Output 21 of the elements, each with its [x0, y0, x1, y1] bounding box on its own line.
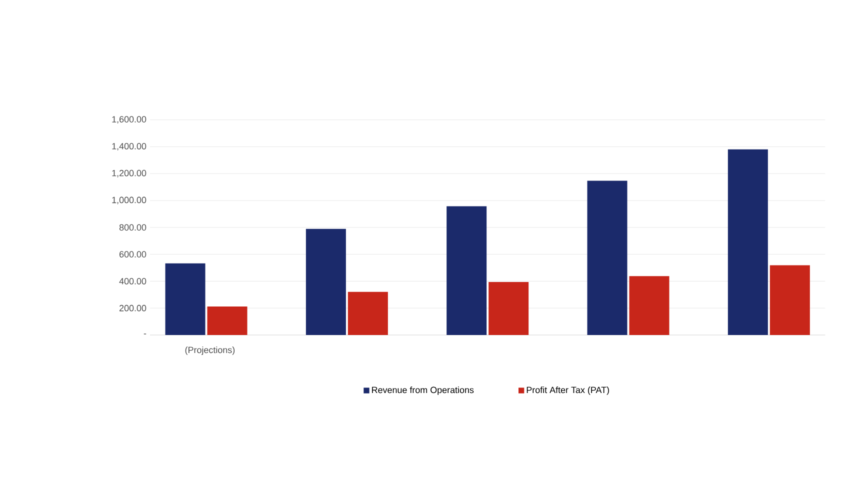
bar: [629, 276, 670, 335]
bar: [165, 263, 206, 335]
legend-label: Profit After Tax (PAT): [526, 386, 609, 395]
x-tick-label: (Projections): [185, 346, 235, 355]
bar: [207, 306, 248, 335]
bar: [770, 265, 810, 335]
bar: [306, 228, 346, 335]
y-tick-label: 600.00: [120, 251, 146, 258]
y-tick-label: 1,200.00: [112, 170, 146, 178]
bar: [488, 282, 529, 335]
bar: [446, 206, 487, 335]
bar: [587, 180, 628, 335]
y-tick-label: 800.00: [119, 224, 146, 231]
legend-label: Revenue from Operations: [372, 386, 474, 395]
y-tick-label: 1,400.00: [112, 143, 146, 150]
bar: [348, 292, 388, 335]
bar: [728, 149, 768, 335]
y-tick-label: 400.00: [119, 278, 146, 284]
y-tick-label: 1,600.00: [112, 116, 146, 124]
y-tick-label: 1,000.00: [112, 196, 146, 204]
y-tick-label: 200.00: [120, 304, 146, 312]
